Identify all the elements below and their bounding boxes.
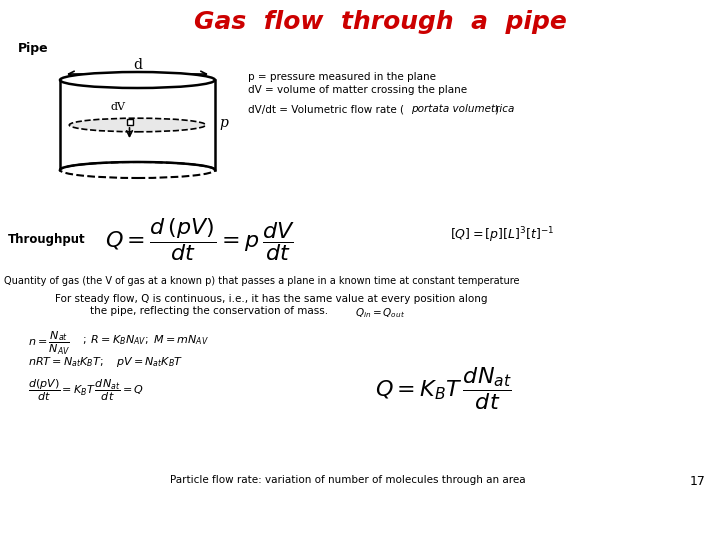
- Ellipse shape: [60, 72, 215, 88]
- Text: dV: dV: [110, 102, 125, 112]
- Text: $Q = \dfrac{d\,(pV)}{dt} = p\,\dfrac{dV}{dt}$: $Q = \dfrac{d\,(pV)}{dt} = p\,\dfrac{dV}…: [105, 217, 294, 264]
- Text: $n = \dfrac{N_{at}}{N_{AV}}$: $n = \dfrac{N_{at}}{N_{AV}}$: [28, 330, 70, 357]
- Text: the pipe, reflecting the conservation of mass.: the pipe, reflecting the conservation of…: [90, 306, 328, 316]
- Text: portata volumetrica: portata volumetrica: [411, 104, 514, 114]
- Text: $\dfrac{d(pV)}{dt} = K_B T\,\dfrac{dN_{at}}{dt} = Q$: $\dfrac{d(pV)}{dt} = K_B T\,\dfrac{dN_{a…: [28, 378, 144, 403]
- Text: For steady flow, Q is continuous, i.e., it has the same value at every position : For steady flow, Q is continuous, i.e., …: [55, 294, 487, 304]
- Ellipse shape: [69, 118, 206, 132]
- Text: Pipe: Pipe: [18, 42, 49, 55]
- Text: Gas  flow  through  a  pipe: Gas flow through a pipe: [194, 10, 567, 34]
- Ellipse shape: [60, 162, 215, 178]
- Text: $[Q] = [p][L]^3[t]^{-1}$: $[Q] = [p][L]^3[t]^{-1}$: [450, 225, 554, 245]
- Text: ): ): [494, 104, 498, 114]
- Text: p: p: [219, 116, 228, 130]
- Text: dV = volume of matter crossing the plane: dV = volume of matter crossing the plane: [248, 85, 467, 95]
- Bar: [60, 80, 215, 170]
- Text: p = pressure measured in the plane: p = pressure measured in the plane: [248, 72, 436, 82]
- Text: $;\;R = K_B N_{AV};\;M = mN_{AV}$: $;\;R = K_B N_{AV};\;M = mN_{AV}$: [82, 333, 209, 347]
- Text: Quantity of gas (the V of gas at a known p) that passes a plane in a known time : Quantity of gas (the V of gas at a known…: [4, 276, 520, 286]
- Text: d: d: [133, 58, 142, 72]
- Text: $Q = K_B T\,\dfrac{dN_{at}}{dt}$: $Q = K_B T\,\dfrac{dN_{at}}{dt}$: [375, 365, 512, 411]
- Text: Particle flow rate: variation of number of molecules through an area: Particle flow rate: variation of number …: [170, 475, 526, 485]
- Bar: [127, 119, 132, 125]
- Text: $nRT = N_{at}K_B T;\quad pV = N_{at}K_B T$: $nRT = N_{at}K_B T;\quad pV = N_{at}K_B …: [28, 355, 184, 369]
- Text: $Q_{in} = Q_{out}$: $Q_{in} = Q_{out}$: [355, 306, 405, 320]
- Text: dV/dt = Volumetric flow rate (: dV/dt = Volumetric flow rate (: [248, 104, 404, 114]
- Text: 17: 17: [690, 475, 706, 488]
- Text: Throughput: Throughput: [8, 233, 86, 246]
